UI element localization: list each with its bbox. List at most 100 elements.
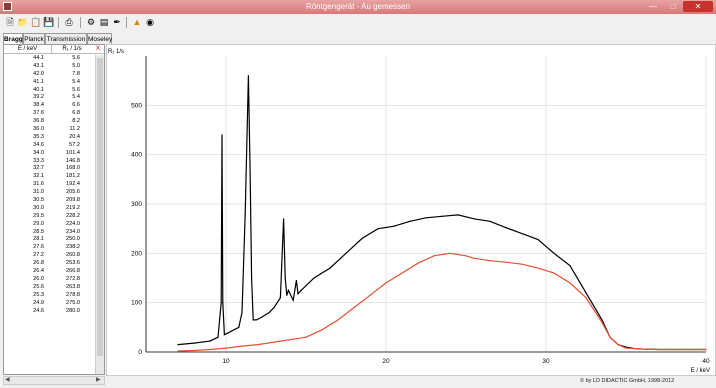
table-row[interactable]: 26.0 272.8 [4, 276, 92, 284]
tab-transmission[interactable]: Transmission [45, 33, 87, 44]
print-icon[interactable]: ⎙ [65, 17, 73, 27]
column-header-energy[interactable]: E / keV [4, 45, 52, 54]
display-icon[interactable]: ▤ [99, 17, 109, 27]
tab-planck[interactable]: Planck [23, 33, 45, 44]
data-point [489, 260, 491, 262]
close-button[interactable]: ✕ [683, 1, 713, 12]
data-point [241, 345, 243, 347]
table-row[interactable]: 36.0 11.2 [4, 126, 92, 134]
energy-cell: 31.0 [33, 189, 44, 196]
energy-cell: 26.8 [33, 260, 44, 267]
new-file-icon[interactable]: 🗎 [6, 17, 14, 27]
table-row[interactable]: 32.1 181.2 [4, 173, 92, 181]
copy-icon[interactable]: 📋 [30, 17, 42, 27]
rate-cell: 8.2 [72, 118, 80, 125]
table-row[interactable]: 42.0 7.8 [4, 71, 92, 79]
table-row[interactable]: 26.8 253.6 [4, 260, 92, 268]
data-point [193, 342, 195, 344]
scroll-left-icon[interactable]: ◀ [5, 377, 10, 383]
energy-cell: 30.5 [33, 197, 44, 204]
toolbar: 🗎 📁 📋 💾 ⎙ ⚙ ▤ ✒ ▲ ◉ [0, 15, 716, 31]
scrollbar-thumb[interactable] [97, 58, 103, 356]
help-icon[interactable]: ◉ [146, 17, 154, 27]
data-point [305, 336, 307, 338]
tab-bragg[interactable]: Bragg [3, 33, 23, 44]
data-point [257, 344, 259, 346]
rate-cell: 5.6 [72, 55, 80, 61]
table-row[interactable]: 40.1 5.6 [4, 87, 92, 95]
maximize-button[interactable]: □ [670, 2, 676, 11]
table-row[interactable]: 30.5 209.8 [4, 197, 92, 205]
warning-icon[interactable]: ▲ [132, 17, 142, 27]
column-close-icon[interactable]: X [92, 45, 104, 54]
settings-icon[interactable]: ⚙ [86, 17, 96, 27]
data-point [177, 344, 179, 346]
table-row[interactable]: 29.5 228.2 [4, 213, 92, 221]
table-row[interactable]: 31.0 205.6 [4, 189, 92, 197]
title-bar[interactable]: Röntgengerät - Au gemessen — □ ✕ [0, 0, 716, 14]
x-tick-label: 20 [382, 358, 390, 365]
table-row[interactable]: 25.6 263.8 [4, 284, 92, 292]
table-row[interactable]: 28.1 250.0 [4, 236, 92, 244]
tab-moseley[interactable]: Moseley [87, 33, 112, 44]
table-row[interactable]: 32.7 168.0 [4, 165, 92, 173]
table-row[interactable]: 28.5 234.0 [4, 229, 92, 237]
table-row[interactable]: 24.6 280.0 [4, 308, 92, 316]
table-row[interactable]: 25.3 278.8 [4, 292, 92, 300]
minimize-button[interactable]: — [649, 2, 657, 11]
table-horizontal-scrollbar[interactable]: ◀ ▶ [3, 376, 105, 385]
table-row[interactable]: 31.6 192.4 [4, 181, 92, 189]
data-point [284, 277, 286, 279]
table-row[interactable]: 30.0 219.2 [4, 205, 92, 213]
energy-cell: 24.9 [33, 299, 44, 306]
table-row[interactable]: 34.0 101.4 [4, 150, 92, 158]
energy-cell: 32.7 [33, 165, 44, 172]
table-row[interactable]: 34.6 57.2 [4, 142, 92, 150]
open-file-icon[interactable]: 📁 [17, 17, 29, 27]
data-point [505, 227, 507, 229]
table-row[interactable]: 44.1 5.6 [4, 55, 92, 63]
data-point [273, 341, 275, 343]
table-row[interactable]: 27.6 238.2 [4, 244, 92, 252]
data-point [321, 329, 323, 331]
table-row[interactable]: 37.6 6.8 [4, 110, 92, 118]
energy-cell: 41.1 [33, 78, 44, 85]
scroll-right-icon[interactable]: ▶ [96, 377, 101, 383]
data-point [569, 282, 571, 284]
data-point [433, 255, 435, 257]
table-row[interactable]: 33.3 146.8 [4, 158, 92, 166]
data-point [521, 233, 523, 235]
data-point [286, 294, 288, 296]
table-row[interactable]: 27.2 260.8 [4, 252, 92, 260]
table-row[interactable]: 43.1 5.0 [4, 63, 92, 71]
column-header-rate[interactable]: R₁ / 1/s [52, 45, 92, 54]
save-icon[interactable]: 💾 [43, 17, 55, 27]
data-point [221, 134, 223, 136]
toolbar-separator [58, 17, 59, 28]
data-point [585, 292, 587, 294]
table-row[interactable]: 29.0 224.0 [4, 221, 92, 229]
data-point [313, 277, 315, 279]
data-point [601, 319, 603, 321]
table-row[interactable]: 38.4 6.6 [4, 102, 92, 110]
rate-cell: 228.2 [66, 212, 80, 219]
table-row[interactable]: 24.9 275.0 [4, 300, 92, 308]
window-title: Röntgengerät - Au gemessen [305, 2, 411, 11]
energy-cell: 35.3 [33, 133, 44, 140]
pen-icon[interactable]: ✒ [113, 17, 121, 27]
table-vertical-scrollbar[interactable] [95, 55, 104, 374]
data-point [641, 348, 643, 350]
table-row[interactable]: 41.1 5.4 [4, 79, 92, 87]
table-row[interactable]: 26.4 266.8 [4, 268, 92, 276]
table-row[interactable]: 39.2 5.4 [4, 94, 92, 102]
rate-cell: 278.8 [66, 291, 80, 298]
rate-cell: 20.4 [69, 133, 80, 140]
data-point [329, 267, 331, 269]
table-row[interactable]: 35.3 20.4 [4, 134, 92, 142]
energy-cell: 37.6 [33, 110, 44, 117]
data-point [223, 334, 225, 336]
data-point [337, 319, 339, 321]
table-row[interactable]: 36.8 8.2 [4, 118, 92, 126]
data-point [553, 272, 555, 274]
